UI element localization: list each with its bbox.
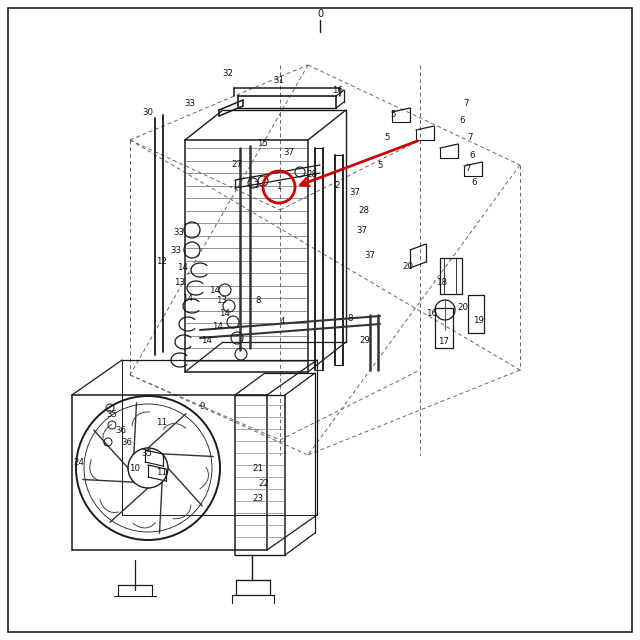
Text: 5: 5 [390,109,396,118]
Text: 11: 11 [157,417,168,426]
Text: 35: 35 [141,449,152,458]
Text: 10: 10 [129,463,141,472]
Text: 14: 14 [220,308,230,317]
Text: 14: 14 [177,262,189,271]
Text: 37: 37 [365,250,376,259]
Text: 6: 6 [469,150,475,159]
Text: 36: 36 [122,438,132,447]
Text: 21: 21 [253,463,264,472]
Text: 16: 16 [333,86,344,95]
Text: 8: 8 [348,314,353,323]
Text: 22: 22 [259,479,269,488]
Text: 24: 24 [74,458,84,467]
Text: 37: 37 [356,225,367,234]
Text: 5: 5 [377,161,383,170]
Text: 3: 3 [253,180,259,189]
Text: 14: 14 [209,285,221,294]
Text: 28: 28 [358,205,369,214]
Text: 7: 7 [463,99,468,108]
Text: 27: 27 [232,159,243,168]
Text: 14: 14 [212,321,223,330]
Text: 14: 14 [202,335,212,344]
Text: 35: 35 [106,410,118,419]
Text: 4: 4 [279,317,285,326]
Text: 2: 2 [334,180,340,189]
Text: 8: 8 [255,296,260,305]
Text: 9: 9 [199,401,205,410]
Text: 37: 37 [349,188,360,196]
Text: 33: 33 [170,246,182,255]
Text: 12: 12 [157,257,168,266]
Text: 36: 36 [115,426,127,435]
Text: 13: 13 [175,278,186,287]
Text: 1: 1 [276,182,282,191]
Text: 29: 29 [360,335,371,344]
Text: 37: 37 [284,147,294,157]
Text: 7: 7 [467,132,473,141]
Text: 19: 19 [472,316,483,324]
Text: 11: 11 [157,467,168,477]
Text: 33: 33 [184,99,195,108]
Text: 32: 32 [223,68,234,77]
Text: 15: 15 [257,138,269,147]
Text: 6: 6 [471,177,477,186]
Text: 33: 33 [173,227,184,237]
Text: 18: 18 [436,278,447,287]
Text: 23: 23 [253,493,264,502]
Text: 17: 17 [438,337,449,346]
Text: 20: 20 [403,262,413,271]
Text: 7: 7 [465,163,471,173]
Text: 31: 31 [273,76,285,84]
Text: 16: 16 [426,308,438,317]
Text: 30: 30 [143,108,154,116]
Text: 28: 28 [307,170,317,179]
Text: 5: 5 [384,132,390,141]
Text: 13: 13 [216,296,227,305]
Text: 6: 6 [460,115,465,125]
Text: 14: 14 [182,294,193,303]
Text: 0: 0 [317,9,323,19]
Text: 20: 20 [458,303,468,312]
